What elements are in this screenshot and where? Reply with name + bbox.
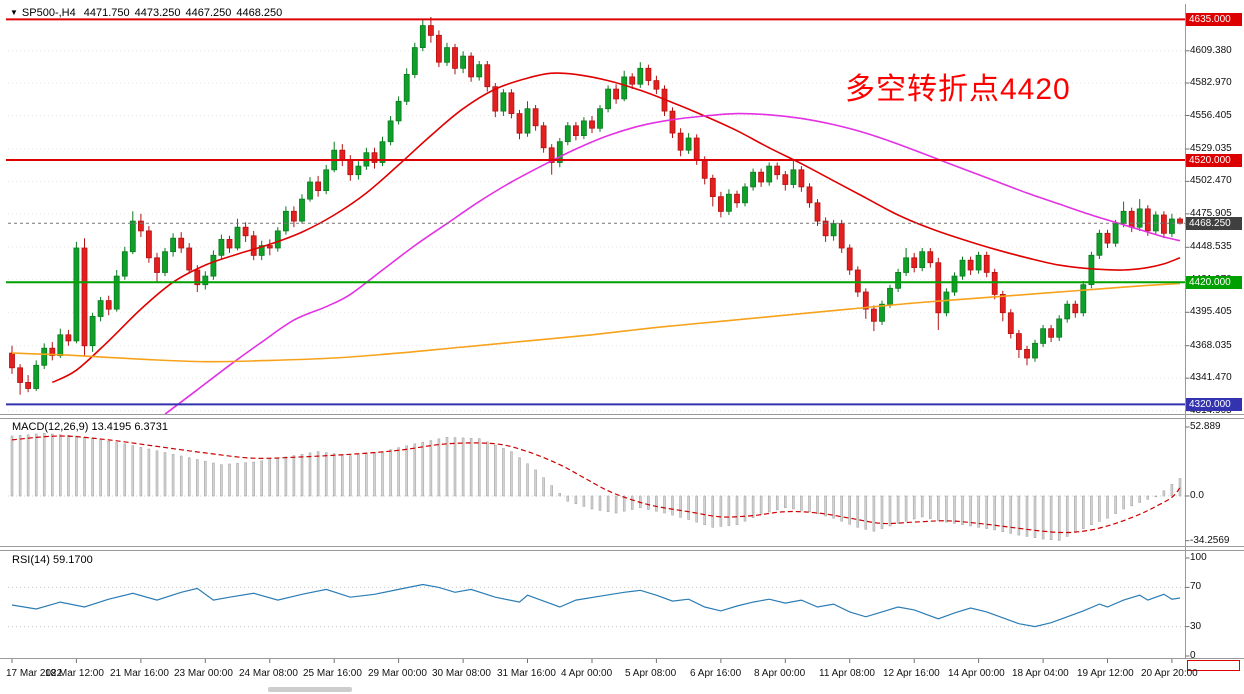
rsi-label: RSI(14) 59.1700 xyxy=(12,554,93,566)
annotation-text: 多空转折点4420 xyxy=(845,73,1071,106)
price-axis-label: 4448.535 xyxy=(1190,241,1232,252)
price-axis-label: 4475.905 xyxy=(1190,208,1232,219)
chart-menu-icon[interactable]: ▼ xyxy=(10,8,18,17)
hline-price-tag: 4635.000 xyxy=(1186,13,1242,26)
macd-axis-label: 0.0 xyxy=(1190,490,1204,501)
time-axis-label: 18 Mar 12:00 xyxy=(45,668,104,679)
time-axis-label: 12 Apr 16:00 xyxy=(883,668,940,679)
hline-price-tag: 4520.000 xyxy=(1186,154,1242,167)
hline-price-tag: 4420.000 xyxy=(1186,276,1242,289)
time-axis-label: 29 Mar 00:00 xyxy=(368,668,427,679)
horizontal-scrollbar-thumb[interactable] xyxy=(268,687,352,692)
price-axis-label: 4502.470 xyxy=(1190,175,1232,186)
price-axis-label: 4556.405 xyxy=(1190,110,1232,121)
close-value: 4468.250 xyxy=(236,7,283,19)
time-axis-label: 21 Mar 16:00 xyxy=(110,668,169,679)
time-axis-label: 11 Apr 08:00 xyxy=(819,668,875,679)
low-value: 4467.250 xyxy=(185,7,232,19)
price-axis-label: 4582.970 xyxy=(1190,77,1232,88)
time-axis-label: 5 Apr 08:00 xyxy=(625,668,677,679)
time-axis-label: 23 Mar 00:00 xyxy=(174,668,233,679)
rsi-indicator-name: RSI(14) xyxy=(12,554,50,566)
time-axis-label: 30 Mar 08:00 xyxy=(432,668,491,679)
time-axis-label: 24 Mar 08:00 xyxy=(239,668,298,679)
price-axis-label: 4529.035 xyxy=(1190,143,1232,154)
macd-signal-line xyxy=(11,435,1181,534)
macd-main-value: 13.4195 xyxy=(91,421,132,433)
time-axis-label: 4 Apr 00:00 xyxy=(561,668,613,679)
price-axis-label: 4395.405 xyxy=(1190,306,1232,317)
ma-mid-magenta xyxy=(164,112,1181,415)
bottom-right-marker xyxy=(1187,660,1240,671)
current-price-tag: 4468.250 xyxy=(1186,217,1242,230)
price-axis-label: 4368.035 xyxy=(1190,340,1232,351)
price-axis-label: 4609.380 xyxy=(1190,45,1232,56)
hline-price-tag: 4320.000 xyxy=(1186,398,1242,411)
ma-slow-orange xyxy=(11,282,1181,363)
price-axis-label: 4341.470 xyxy=(1190,372,1232,383)
high-value: 4473.250 xyxy=(134,7,181,19)
open-value: 4471.750 xyxy=(83,7,130,19)
time-axis-label: 31 Mar 16:00 xyxy=(497,668,556,679)
rsi-value: 59.1700 xyxy=(52,554,93,566)
time-axis-label: 19 Apr 12:00 xyxy=(1077,668,1134,679)
macd-histogram xyxy=(10,433,1182,541)
time-axis-label: 20 Apr 20:00 xyxy=(1141,668,1198,679)
time-axis-label: 25 Mar 16:00 xyxy=(303,668,362,679)
time-axis-label: 17 Mar 2022 xyxy=(6,668,63,679)
rsi-axis-label: 100 xyxy=(1190,552,1207,563)
macd-signal-value: 6.3731 xyxy=(134,421,168,433)
rsi-line xyxy=(11,583,1181,628)
macd-axis-label: -34.2569 xyxy=(1190,535,1230,546)
time-axis-label: 8 Apr 00:00 xyxy=(754,668,806,679)
rsi-axis-label: 30 xyxy=(1190,621,1202,632)
symbol-ohlc-header: ▼ SP500-,H4 4471.750 4473.250 4467.250 4468.2… xyxy=(10,7,287,19)
rsi-axis-label: 0 xyxy=(1190,650,1196,661)
candles-layer xyxy=(9,17,1183,395)
macd-indicator-name: MACD(12,26,9) xyxy=(12,421,89,433)
time-axis-label: 6 Apr 16:00 xyxy=(690,668,742,679)
ma-fast-red xyxy=(51,72,1181,384)
price-gridlines xyxy=(8,50,1186,412)
macd-axis-label: 52.889 xyxy=(1190,421,1221,432)
rsi-axis-label: 70 xyxy=(1190,581,1202,592)
time-axis-label: 18 Apr 04:00 xyxy=(1012,668,1069,679)
macd-label: MACD(12,26,9) 13.4195 6.3731 xyxy=(12,421,168,433)
time-axis-label: 14 Apr 00:00 xyxy=(948,668,1005,679)
symbol-period-label: SP500-,H4 xyxy=(21,7,76,19)
